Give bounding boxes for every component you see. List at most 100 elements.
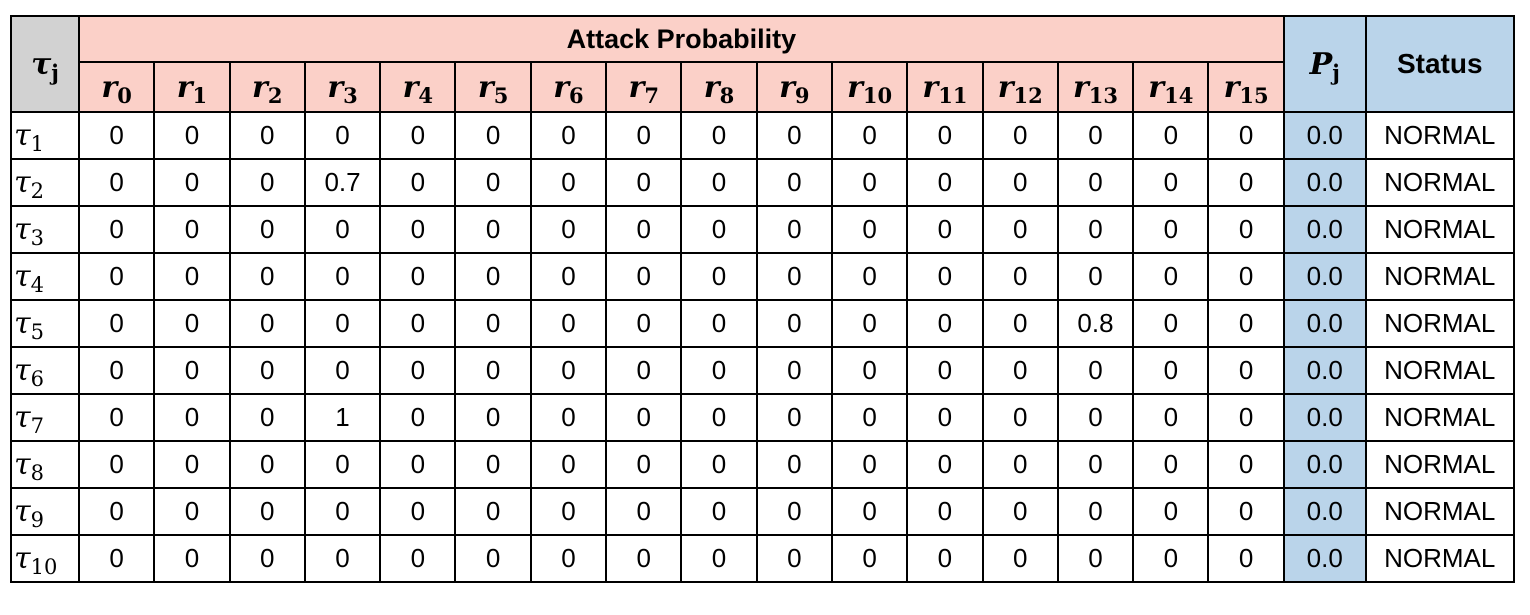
probability-cell: 0 (981, 534, 1059, 583)
task-label: τ4 (10, 252, 80, 301)
p-value-cell: 0.0 (1282, 346, 1367, 395)
task-subscript: 6 (30, 367, 44, 391)
probability-cell: 0 (303, 111, 382, 160)
probability-cell: 0 (1207, 252, 1285, 301)
attack-probability-table: τj Attack Probability Pj Status r0 r1 r2 r3… (10, 15, 1515, 583)
p-value-cell: 0.0 (1282, 205, 1367, 254)
task-symbol: τ (14, 118, 31, 153)
resource-symbol: r (1148, 69, 1165, 105)
probability-cell: 0 (1132, 111, 1210, 160)
probability-cell: 0 (906, 158, 984, 207)
resource-symbol: r (1072, 69, 1089, 105)
task-subscript: 4 (30, 273, 44, 297)
task-label: τ6 (10, 346, 80, 395)
p-value-cell: 0.0 (1282, 440, 1367, 489)
probability-cell: 0 (981, 205, 1059, 254)
probability-cell: 0 (77, 440, 156, 489)
resource-subscript: 14 (1164, 82, 1194, 108)
probability-cell: 0 (303, 487, 382, 536)
probability-cell: 0 (605, 158, 683, 207)
probability-cell: 0 (153, 487, 231, 536)
probability-cell: 0 (454, 440, 532, 489)
probability-cell: 0 (680, 299, 758, 348)
probability-cell: 0 (454, 299, 532, 348)
task-label: τ1 (10, 111, 80, 160)
probability-cell: 0 (830, 440, 909, 489)
probability-cell: 0 (303, 346, 382, 395)
probability-cell: 0 (1132, 252, 1210, 301)
resource-header-r14: r14 (1132, 61, 1210, 113)
probability-cell: 0 (906, 393, 984, 442)
probability-cell: 0 (529, 299, 608, 348)
probability-cell: 0 (981, 346, 1059, 395)
p-value-cell: 0.0 (1282, 299, 1367, 348)
probability-cell: 0 (529, 487, 608, 536)
resource-symbol: r (252, 69, 268, 105)
resource-header-r6: r6 (529, 61, 608, 113)
status-column-header: Status (1364, 15, 1515, 113)
probability-cell: 0.7 (303, 158, 382, 207)
resource-symbol: r (703, 69, 720, 105)
task-column-header: τj (10, 15, 80, 113)
p-value-cell: 0.0 (1282, 158, 1367, 207)
probability-cell: 0 (1056, 487, 1135, 536)
table-row: τ5 0 0 0 0 0 0 0 0 0 0 0 0 0 0.8 0 0 0.0 NORMAL (10, 299, 1515, 348)
probability-cell: 0 (1207, 440, 1285, 489)
probability-cell: 0 (830, 534, 909, 583)
probability-cell: 0 (153, 205, 231, 254)
resource-header-r12: r12 (981, 61, 1059, 113)
status-cell: NORMAL (1364, 158, 1515, 207)
probability-cell: 0 (1207, 299, 1285, 348)
p-column-header: Pj (1282, 15, 1367, 113)
probability-cell: 0 (1207, 534, 1285, 583)
status-cell: NORMAL (1364, 299, 1515, 348)
probability-cell: 0 (830, 346, 909, 395)
resource-header-r1: r1 (153, 61, 231, 113)
probability-cell: 0 (228, 393, 306, 442)
resource-subscript: 12 (1013, 82, 1043, 108)
task-subscript: 8 (30, 461, 44, 485)
probability-cell: 0 (981, 487, 1059, 536)
probability-cell: 0 (454, 205, 532, 254)
probability-cell: 0 (379, 299, 457, 348)
probability-cell: 0 (830, 487, 909, 536)
probability-cell: 0 (680, 534, 758, 583)
status-cell: NORMAL (1364, 393, 1515, 442)
resource-subscript: 3 (343, 82, 358, 108)
probability-cell: 0 (1056, 534, 1135, 583)
resource-header-r4: r4 (379, 61, 457, 113)
probability-cell: 0 (379, 487, 457, 536)
probability-cell: 0 (529, 440, 608, 489)
attack-probability-title: Attack Probability (78, 15, 1285, 63)
probability-cell: 0 (379, 393, 457, 442)
probability-cell: 0 (755, 252, 833, 301)
probability-cell: 0 (1056, 346, 1135, 395)
probability-cell: 0 (303, 299, 382, 348)
probability-cell: 0 (1207, 205, 1285, 254)
probability-cell: 0 (379, 205, 457, 254)
probability-cell: 0 (454, 111, 532, 160)
resource-subscript: 6 (569, 82, 584, 108)
probability-cell: 0 (755, 111, 833, 160)
task-subscript: 1 (30, 132, 44, 156)
probability-cell: 0 (1132, 393, 1210, 442)
p-value-cell: 0.0 (1282, 534, 1367, 583)
task-subscript: 5 (30, 320, 44, 344)
probability-cell: 0 (981, 111, 1059, 160)
probability-cell: 0 (454, 158, 532, 207)
probability-cell: 0 (830, 393, 909, 442)
probability-cell: 0 (1056, 205, 1135, 254)
probability-cell: 0 (906, 487, 984, 536)
task-symbol: τ (14, 306, 31, 341)
probability-cell: 0 (379, 440, 457, 489)
probability-cell: 0 (228, 440, 306, 489)
task-symbol: τ (14, 494, 31, 529)
probability-cell: 0 (228, 111, 306, 160)
probability-cell: 0 (529, 252, 608, 301)
task-symbol: τ (14, 353, 31, 388)
probability-cell: 0 (605, 252, 683, 301)
task-label: τ10 (10, 534, 80, 583)
probability-cell: 0 (830, 299, 909, 348)
resource-header-r9: r9 (755, 61, 833, 113)
table-row: τ7 0 0 0 1 0 0 0 0 0 0 0 0 0 0 0 0 0.0 NORMAL (10, 393, 1515, 442)
